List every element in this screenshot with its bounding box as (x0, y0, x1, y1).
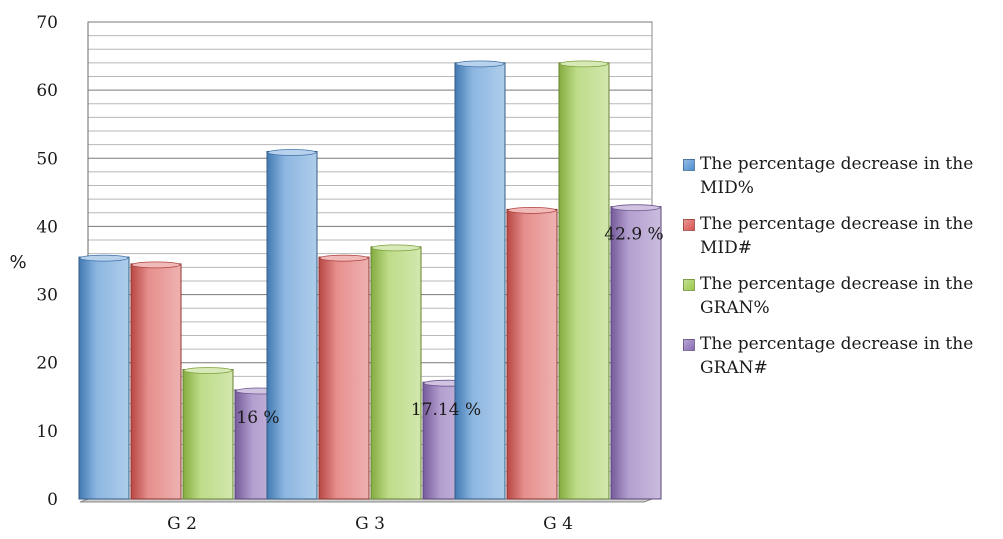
x-tick-label: G 2 (167, 514, 197, 534)
bar (558, 60, 610, 500)
legend-item: The percentage decrease in the MID# (683, 212, 1001, 260)
bar (454, 60, 506, 500)
legend-label: The percentage decrease in the MID# (700, 214, 974, 258)
y-axis-ticks: 0 10 20 30 40 50 60 70 (36, 13, 58, 510)
y-axis-label: % (9, 252, 26, 273)
data-label: 16 % (236, 408, 279, 428)
x-tick-label: G 3 (355, 514, 385, 534)
legend: The percentage decrease in the MID% The p… (683, 152, 1001, 392)
y-tick-label: 30 (36, 286, 58, 306)
legend-item: The percentage decrease in the GRAN# (683, 332, 1001, 380)
legend-label: The percentage decrease in the GRAN% (700, 274, 974, 318)
bars (78, 60, 662, 500)
legend-item: The percentage decrease in the GRAN% (683, 272, 1001, 320)
legend-swatch (683, 219, 695, 231)
x-tick-label: G 4 (543, 514, 573, 534)
legend-label: The percentage decrease in the GRAN# (700, 334, 974, 378)
legend-swatch (683, 339, 695, 351)
legend-label: The percentage decrease in the MID% (700, 154, 974, 198)
plot-area (87, 21, 653, 500)
bar (78, 254, 130, 500)
y-tick-label: 10 (36, 422, 58, 442)
bar (318, 254, 370, 500)
y-tick-label: 60 (36, 81, 58, 101)
data-label: 17.14 % (411, 400, 481, 420)
y-tick-label: 20 (36, 354, 58, 374)
bar (370, 244, 422, 500)
y-tick-label: 70 (36, 13, 58, 33)
legend-swatch (683, 279, 695, 291)
data-labels: 16 % 17.14 % 42.9 % (236, 225, 663, 428)
x-axis-ticks: G 2 G 3 G 4 (167, 514, 573, 534)
grid-lines (79, 21, 653, 503)
y-tick-label: 0 (47, 490, 58, 510)
bar (506, 206, 558, 500)
bar (266, 149, 318, 500)
legend-item: The percentage decrease in the MID% (683, 152, 1001, 200)
y-tick-label: 40 (36, 217, 58, 237)
bar (130, 261, 182, 500)
data-label: 42.9 % (604, 225, 663, 245)
y-tick-label: 50 (36, 149, 58, 169)
legend-swatch (683, 159, 695, 171)
bar (182, 367, 234, 500)
bar (610, 204, 662, 500)
